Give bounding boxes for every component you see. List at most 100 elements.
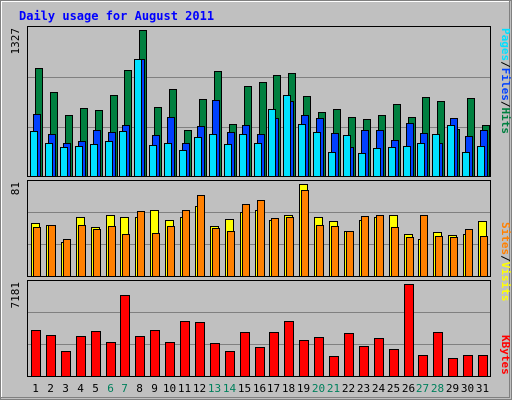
- legend-visits-label: Visits: [499, 262, 512, 302]
- bar-sites: [331, 226, 339, 277]
- y-max-label-visits: 81: [9, 182, 22, 195]
- bar-kbytes: [91, 331, 101, 377]
- bar-kbytes: [374, 338, 384, 377]
- bar-sites: [361, 216, 369, 277]
- x-tick-label: 1: [32, 382, 39, 395]
- bar-sites: [78, 225, 86, 277]
- bar-kbytes: [359, 346, 369, 377]
- bar-sites: [420, 215, 428, 277]
- x-tick-label: 25: [387, 382, 400, 395]
- bar-kbytes: [329, 356, 339, 377]
- x-tick-label: 26: [402, 382, 415, 395]
- bar-sites: [316, 225, 324, 277]
- bar-sites: [450, 237, 458, 277]
- x-tick-label: 12: [193, 382, 206, 395]
- bar-pages: [239, 134, 247, 177]
- bar-kbytes: [195, 322, 205, 377]
- bar-pages: [119, 131, 127, 177]
- bar-pages: [224, 144, 232, 177]
- bar-pages: [343, 135, 351, 177]
- legend-hits-label: Hits: [499, 108, 512, 135]
- labels-layer: 1 2 3 4 5 6 7 8 9 10 11 12 13 14 15 16 17 18 19 20 21 22 23 24 2…: [32, 382, 489, 395]
- bar-kbytes: [61, 351, 71, 377]
- bar-pages: [105, 141, 113, 177]
- bar-pages: [60, 147, 68, 177]
- x-tick-label: 8: [136, 382, 143, 395]
- chart-title: Daily usage for August 2011: [19, 9, 214, 23]
- bar-pages: [75, 146, 83, 177]
- x-tick-label: 18: [282, 382, 295, 395]
- bar-kbytes: [240, 332, 250, 377]
- x-tick-label: 15: [238, 382, 251, 395]
- bar-pages: [149, 145, 157, 177]
- bar-sites: [376, 215, 384, 277]
- bar-pages: [447, 125, 455, 177]
- bar-pages: [328, 152, 336, 177]
- bar-pages: [298, 124, 306, 177]
- x-tick-label: 6: [107, 382, 114, 395]
- x-tick-label: 31: [476, 382, 489, 395]
- bars-layer: [30, 30, 490, 377]
- legend-sep-1: /: [499, 61, 512, 68]
- bar-sites: [346, 231, 354, 277]
- x-tick-label: 9: [151, 382, 158, 395]
- bar-pages: [388, 147, 396, 177]
- x-tick-label: 10: [163, 382, 176, 395]
- x-tick-label: 16: [253, 382, 266, 395]
- bar-sites: [465, 229, 473, 277]
- x-tick-label: 22: [342, 382, 355, 395]
- x-tick-label: 13: [208, 382, 221, 395]
- bar-sites: [122, 234, 130, 277]
- legend-kbytes-label: KBytes: [499, 335, 512, 375]
- x-tick-label: 11: [178, 382, 191, 395]
- x-tick-label: 3: [62, 382, 69, 395]
- bar-sites: [212, 228, 220, 277]
- bar-sites: [271, 218, 279, 277]
- bar-pages: [254, 143, 262, 177]
- bar-pages: [373, 148, 381, 177]
- bar-sites: [480, 236, 488, 277]
- bar-pages: [403, 146, 411, 177]
- bar-pages: [268, 109, 276, 177]
- bar-kbytes: [299, 340, 309, 377]
- bar-kbytes: [433, 332, 443, 377]
- x-tick-label: 17: [267, 382, 280, 395]
- bar-pages: [432, 134, 440, 177]
- legend-sep-2: /: [499, 101, 512, 108]
- x-tick-label: 19: [297, 382, 310, 395]
- bar-sites: [301, 190, 309, 277]
- bar-kbytes: [180, 321, 190, 377]
- bar-kbytes: [314, 337, 324, 377]
- bar-pages: [179, 150, 187, 177]
- x-tick-label: 7: [121, 382, 128, 395]
- bar-sites: [286, 217, 294, 277]
- bar-kbytes: [135, 336, 145, 377]
- bar-pages: [477, 146, 485, 177]
- bar-kbytes: [344, 333, 354, 377]
- bar-kbytes: [165, 342, 175, 377]
- x-tick-label: 23: [357, 382, 370, 395]
- bar-kbytes: [478, 355, 488, 377]
- legend-sites-label: Sites: [499, 222, 512, 255]
- bar-sites: [167, 226, 175, 277]
- x-tick-label: 14: [223, 382, 237, 395]
- bar-kbytes: [120, 295, 130, 377]
- bar-sites: [152, 233, 160, 277]
- legend-files-label: Files: [499, 68, 512, 101]
- legend-hits-files-pages: Pages/Files/Hits: [499, 28, 512, 134]
- bar-kbytes: [150, 330, 160, 377]
- bar-kbytes: [31, 330, 41, 377]
- bar-sites: [435, 236, 443, 277]
- bar-pages: [90, 144, 98, 177]
- bar-kbytes: [210, 343, 220, 377]
- bar-pages: [358, 153, 366, 177]
- x-tick-label: 30: [461, 382, 474, 395]
- bar-kbytes: [284, 321, 294, 377]
- bar-sites: [93, 229, 101, 277]
- bar-sites: [182, 210, 190, 277]
- bar-sites: [197, 195, 205, 277]
- legend-sites-visits: Sites/Visits: [499, 222, 512, 302]
- x-tick-label: 27: [416, 382, 429, 395]
